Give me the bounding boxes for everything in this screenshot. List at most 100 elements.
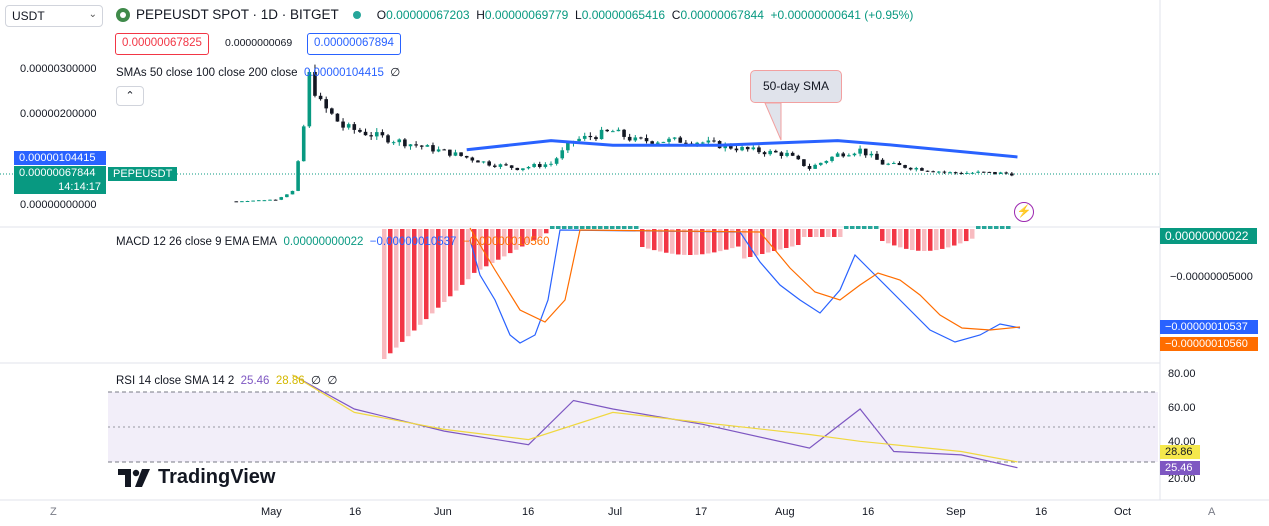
macd-bar	[562, 226, 567, 229]
candle	[768, 150, 772, 155]
macd-bar	[904, 229, 909, 249]
time-tick: Jul	[608, 506, 623, 518]
rsi-value-tag: 25.46	[1160, 461, 1200, 475]
signal-value-tag: −0.00000010560	[1160, 337, 1258, 351]
sma-callout[interactable]: 50-day SMA	[750, 70, 842, 103]
lightning-icon[interactable]: ⚡	[1014, 202, 1034, 222]
candle	[852, 153, 857, 156]
candle	[290, 190, 295, 195]
macd-bar	[400, 229, 405, 342]
rsi-legend[interactable]: RSI 14 close SMA 14 2 25.46 28.86 ∅ ∅	[116, 373, 337, 387]
candle	[976, 171, 980, 173]
countdown-tag: 14:14:17	[14, 180, 106, 194]
macd-bar	[724, 229, 729, 250]
macd-bar	[946, 229, 951, 248]
open-label: O	[376, 7, 387, 22]
candle	[330, 108, 334, 114]
candle	[627, 136, 632, 141]
macd-bar	[568, 226, 573, 229]
macd-bar	[736, 229, 741, 247]
candle	[672, 137, 677, 139]
macd-bar	[574, 226, 579, 229]
candle	[655, 142, 660, 144]
zoom-reset-button[interactable]: Z	[50, 506, 57, 518]
candle	[453, 152, 458, 156]
candle	[549, 163, 553, 165]
candle	[279, 197, 284, 200]
candle	[234, 201, 239, 203]
candle	[774, 150, 778, 153]
macd-bar	[1000, 226, 1005, 229]
macd-bar	[730, 229, 735, 249]
candle	[442, 149, 447, 151]
candle	[981, 171, 986, 173]
candle	[1010, 173, 1014, 176]
signal-line	[469, 227, 1021, 331]
macd-bar	[952, 229, 957, 246]
candle	[532, 163, 536, 167]
candle	[419, 145, 424, 147]
sma-legend[interactable]: SMAs 50 close 100 close 200 close 0.0000…	[116, 65, 400, 79]
candle	[594, 137, 598, 140]
candle	[515, 167, 520, 171]
candle	[841, 153, 846, 157]
macd-bar	[652, 229, 657, 251]
sell-button[interactable]: 0.00000067825	[115, 33, 209, 55]
macd-bar	[496, 229, 501, 260]
macd-bar	[610, 226, 615, 229]
sma-legend-extra: ∅	[390, 67, 401, 79]
candle	[616, 129, 621, 132]
macd-bar	[808, 229, 813, 237]
candle	[740, 146, 744, 151]
candle	[459, 152, 463, 156]
candle	[605, 129, 609, 132]
macd-legend[interactable]: MACD 12 26 close 9 EMA EMA 0.00000000022…	[116, 236, 550, 248]
candle	[998, 172, 1003, 174]
macd-bar	[538, 229, 543, 237]
macd-bar	[484, 229, 489, 267]
macd-legend-label: MACD 12 26 close 9 EMA EMA	[116, 236, 278, 248]
buy-button[interactable]: 0.00000067894	[307, 33, 401, 55]
macd-bar	[712, 229, 717, 253]
candle	[285, 194, 289, 198]
candle	[476, 160, 480, 163]
macd-bar	[664, 229, 669, 253]
macd-legend-macd: −0.00000010537	[369, 236, 457, 248]
macd-line	[469, 229, 1021, 344]
candle	[920, 168, 924, 171]
candle	[661, 141, 666, 143]
candle	[470, 157, 475, 161]
macd-bar	[934, 229, 939, 251]
time-tick: Oct	[1114, 506, 1132, 518]
candle	[318, 95, 323, 100]
time-tick: May	[261, 506, 282, 518]
macd-tick: −0.00000005000	[1170, 271, 1253, 283]
candle	[268, 199, 272, 201]
candle	[847, 155, 851, 157]
macd-legend-signal: −0.00000010560	[462, 236, 550, 248]
candle	[729, 144, 733, 149]
macd-bar	[472, 229, 477, 273]
symbol-header: PEPEUSDT SPOT · 1D · BITGET O0.000000672…	[116, 7, 913, 22]
low-value: 0.00000065416	[581, 7, 666, 22]
candle	[667, 138, 671, 142]
candle	[644, 138, 649, 142]
collapse-legend-button[interactable]: ⌃	[116, 86, 144, 106]
currency-select[interactable]: USDT ⌄	[5, 5, 103, 27]
time-tick: 16	[1035, 506, 1048, 518]
candle	[369, 135, 373, 137]
time-tick: Sep	[946, 506, 966, 518]
macd-bar	[1006, 226, 1011, 229]
candle	[296, 161, 300, 191]
macd-bar	[406, 229, 411, 337]
candle	[245, 201, 250, 203]
symbol-title[interactable]: PEPEUSDT SPOT · 1D · BITGET	[136, 7, 339, 22]
auto-scale-button[interactable]: A	[1208, 506, 1216, 518]
macd-bar	[916, 229, 921, 251]
candle	[869, 153, 874, 156]
currency-value: USDT	[12, 9, 45, 23]
change-value: +0.00000000641 (+0.95%)	[770, 7, 914, 22]
macd-bar	[670, 229, 675, 254]
candle	[908, 167, 913, 170]
